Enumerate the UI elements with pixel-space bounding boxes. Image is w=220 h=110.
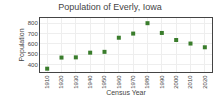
svg-text:Population: Population (18, 28, 26, 61)
svg-text:700: 700 (28, 31, 39, 37)
svg-text:1980: 1980 (144, 75, 150, 89)
svg-text:2020: 2020 (202, 75, 208, 89)
svg-text:Census Year: Census Year (106, 89, 146, 96)
svg-text:1950: 1950 (101, 75, 107, 89)
svg-text:600: 600 (28, 41, 39, 47)
svg-text:1910: 1910 (44, 75, 50, 89)
svg-text:1960: 1960 (116, 75, 122, 89)
svg-text:800: 800 (28, 20, 39, 26)
svg-text:500: 500 (28, 51, 39, 57)
svg-text:1970: 1970 (130, 75, 136, 89)
svg-text:1940: 1940 (87, 75, 93, 89)
svg-text:1930: 1930 (73, 75, 79, 89)
svg-text:1920: 1920 (58, 75, 64, 89)
svg-text:Population of Everly, Iowa: Population of Everly, Iowa (58, 2, 161, 12)
svg-text:1990: 1990 (159, 75, 165, 89)
svg-text:2000: 2000 (173, 75, 179, 89)
svg-text:400: 400 (28, 62, 39, 68)
svg-text:2010: 2010 (187, 75, 193, 89)
